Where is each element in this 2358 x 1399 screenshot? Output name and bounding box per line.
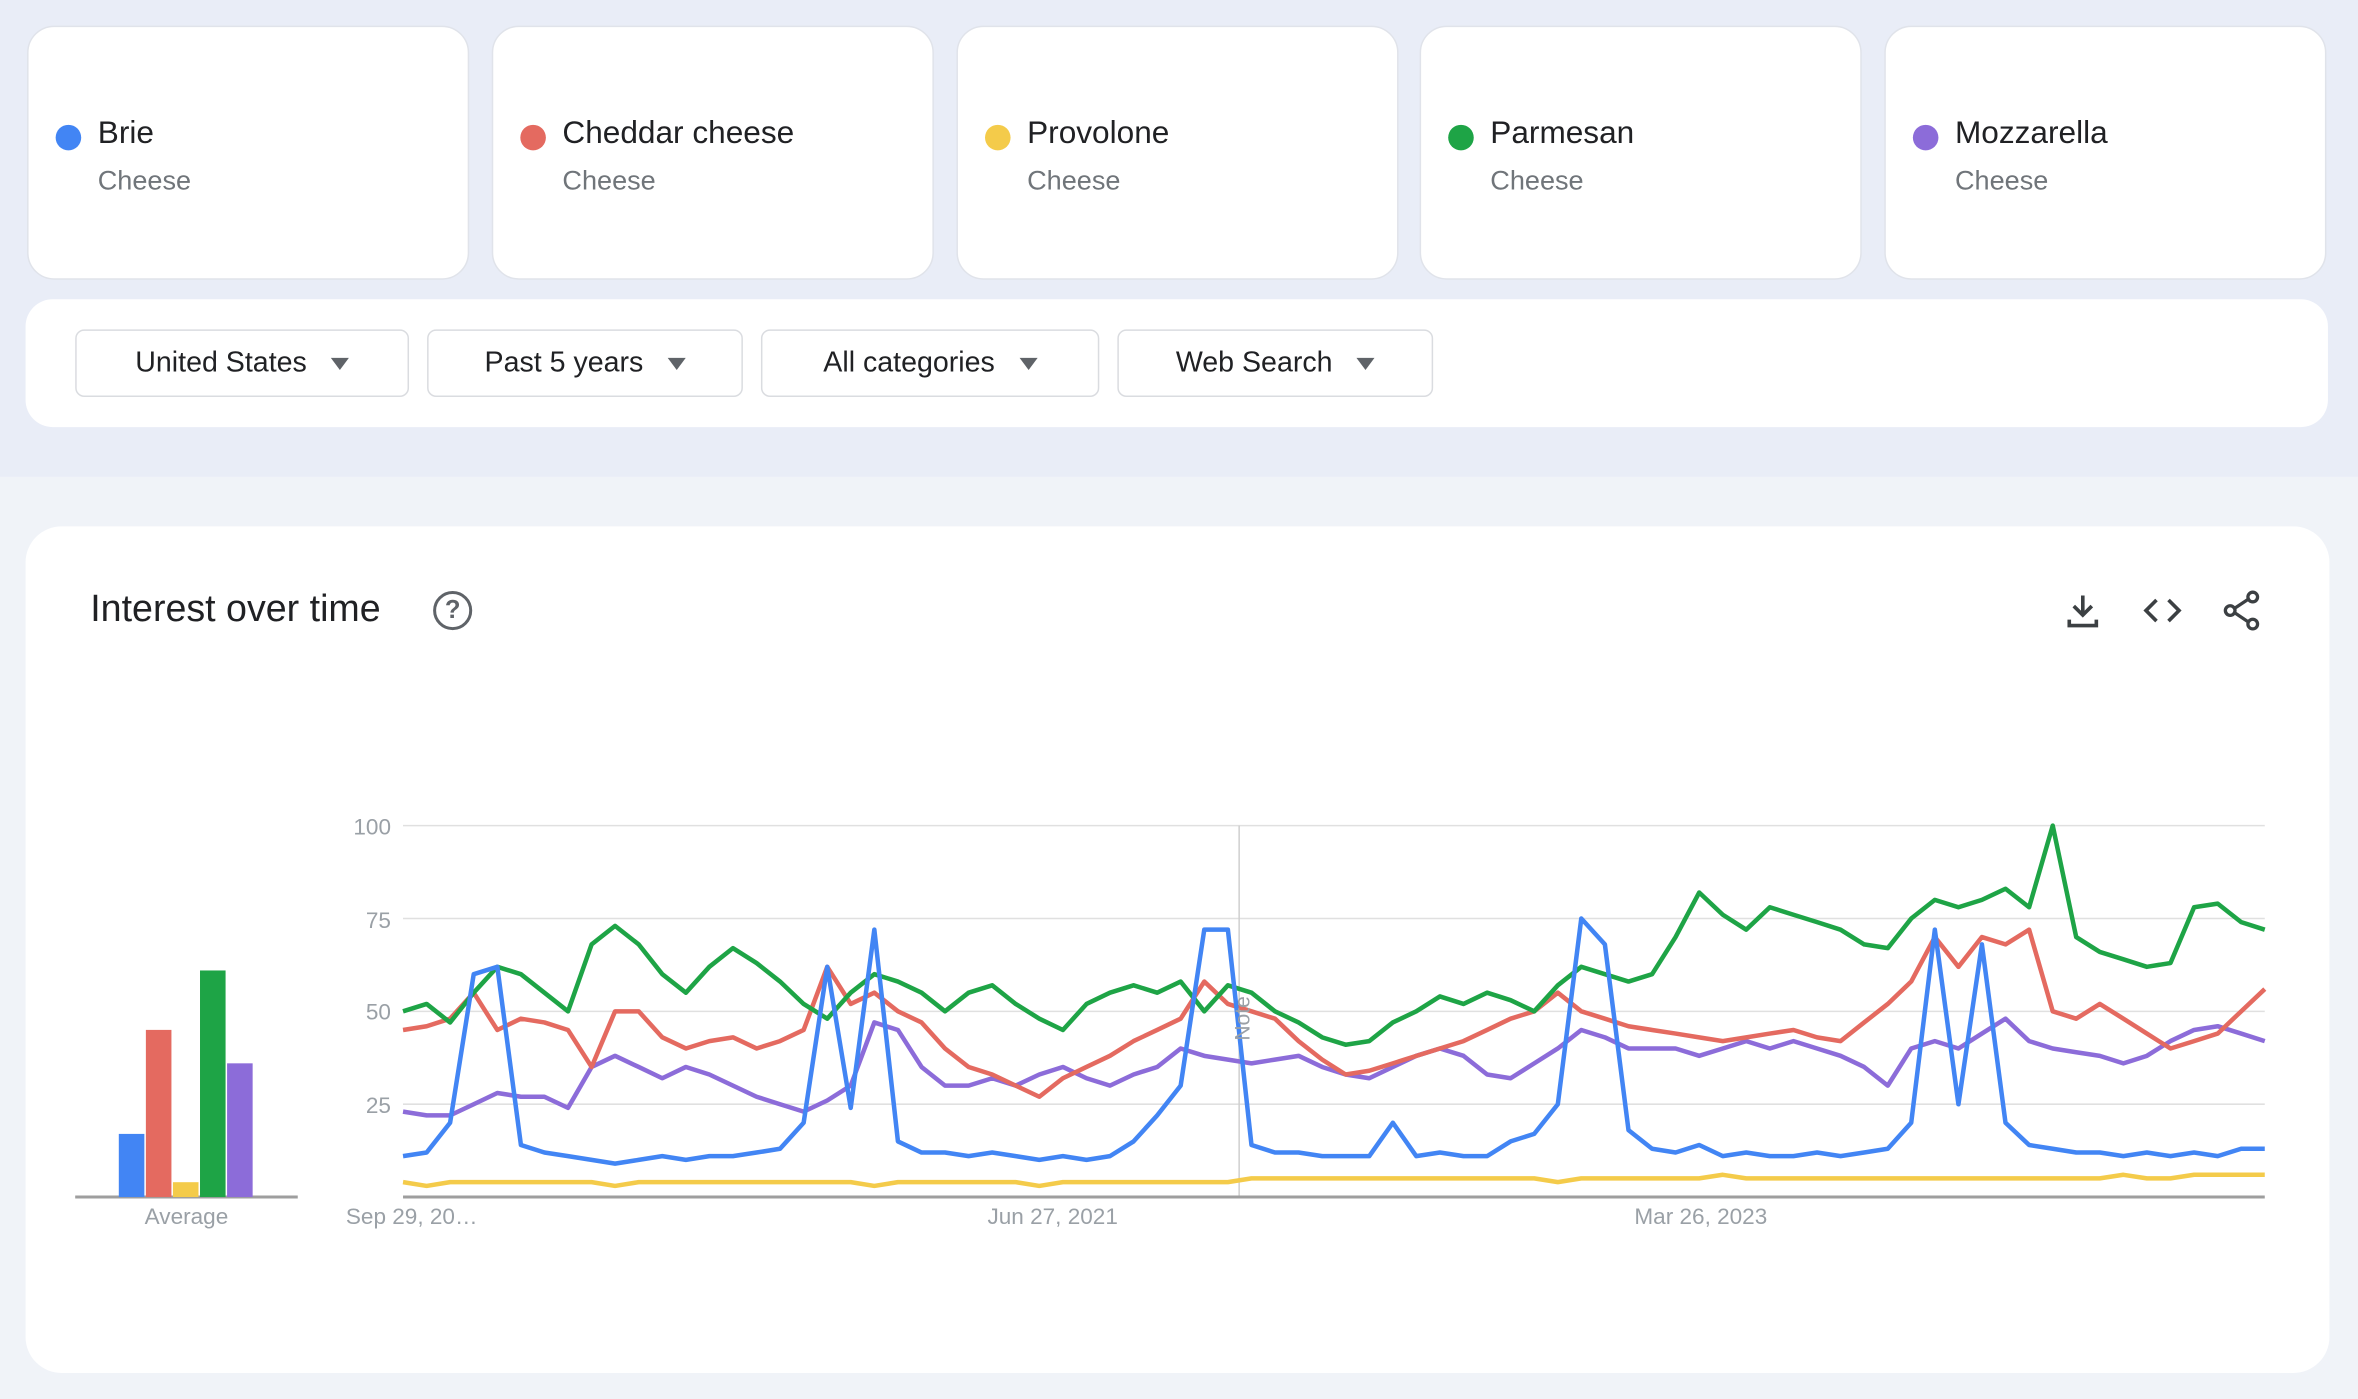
region-label: United States: [135, 346, 307, 379]
average-bar-cheddar-cheese: [145, 1029, 172, 1198]
term-category: Cheese: [562, 165, 656, 196]
term-category: Cheese: [1027, 165, 1121, 196]
term-category: Cheese: [1490, 165, 1584, 196]
series-line-cheddar-cheese: [402, 927, 2267, 1099]
note-marker[interactable]: Note: [1232, 996, 1255, 1040]
region-dropdown[interactable]: United States: [75, 329, 410, 398]
filter-bar: United States Past 5 years All categorie…: [25, 299, 2328, 428]
caret-down-icon: [1018, 357, 1037, 370]
question-circle-icon[interactable]: ?: [433, 591, 473, 631]
search-type-dropdown[interactable]: Web Search: [1117, 329, 1434, 398]
series-color-dot: [1912, 124, 1939, 151]
term-name: Cheddar cheese: [562, 115, 795, 151]
average-bar-provolone: [172, 1182, 199, 1198]
series-color-dot: [55, 124, 82, 151]
y-tick-label: 25: [366, 1093, 391, 1118]
series-color-dot: [985, 124, 1011, 151]
category-label: All categories: [823, 346, 995, 379]
term-card-brie[interactable]: Brie Cheese: [27, 25, 470, 280]
average-label: Average: [145, 1204, 229, 1229]
average-bar-mozzarella: [227, 1063, 253, 1198]
term-card-provolone[interactable]: Provolone Cheese: [956, 25, 1399, 280]
series-line-provolone: [402, 1172, 2265, 1189]
term-name: Parmesan: [1490, 115, 1635, 151]
average-bar-parmesan: [200, 970, 226, 1198]
embed-code-icon[interactable]: [2141, 590, 2183, 632]
series-color-dot: [520, 124, 546, 151]
term-name: Brie: [97, 115, 154, 151]
series-line-brie: [402, 916, 2265, 1166]
search-type-label: Web Search: [1175, 346, 1333, 379]
time-range-dropdown[interactable]: Past 5 years: [427, 329, 743, 398]
term-name: Mozzarella: [1954, 115, 2108, 151]
caret-down-icon: [1356, 357, 1375, 370]
x-tick-label: Sep 29, 20…: [346, 1204, 478, 1229]
series-color-dot: [1448, 124, 1474, 151]
y-tick-label: 50: [366, 1000, 391, 1025]
caret-down-icon: [667, 357, 686, 370]
series-line-mozzarella: [402, 1016, 2266, 1118]
term-category: Cheese: [1954, 165, 2049, 196]
term-category: Cheese: [97, 165, 192, 196]
download-icon[interactable]: [2062, 590, 2104, 632]
y-tick-label: 100: [353, 815, 391, 840]
x-tick-label: Jun 27, 2021: [987, 1204, 1117, 1229]
time-range-label: Past 5 years: [484, 346, 644, 379]
panel-title: Interest over time: [90, 587, 381, 631]
term-name: Provolone: [1027, 115, 1170, 151]
share-icon[interactable]: [2221, 590, 2263, 632]
series-line-parmesan: [402, 823, 2266, 1047]
term-card-cheddar[interactable]: Cheddar cheese Cheese: [491, 25, 934, 280]
term-card-parmesan[interactable]: Parmesan Cheese: [1419, 25, 1862, 280]
y-tick-label: 75: [366, 908, 391, 933]
category-dropdown[interactable]: All categories: [760, 329, 1100, 398]
term-card-mozzarella[interactable]: Mozzarella Cheese: [1884, 25, 2327, 280]
average-bar-brie: [118, 1133, 145, 1198]
caret-down-icon: [330, 357, 349, 370]
x-tick-label: Mar 26, 2023: [1634, 1204, 1767, 1229]
